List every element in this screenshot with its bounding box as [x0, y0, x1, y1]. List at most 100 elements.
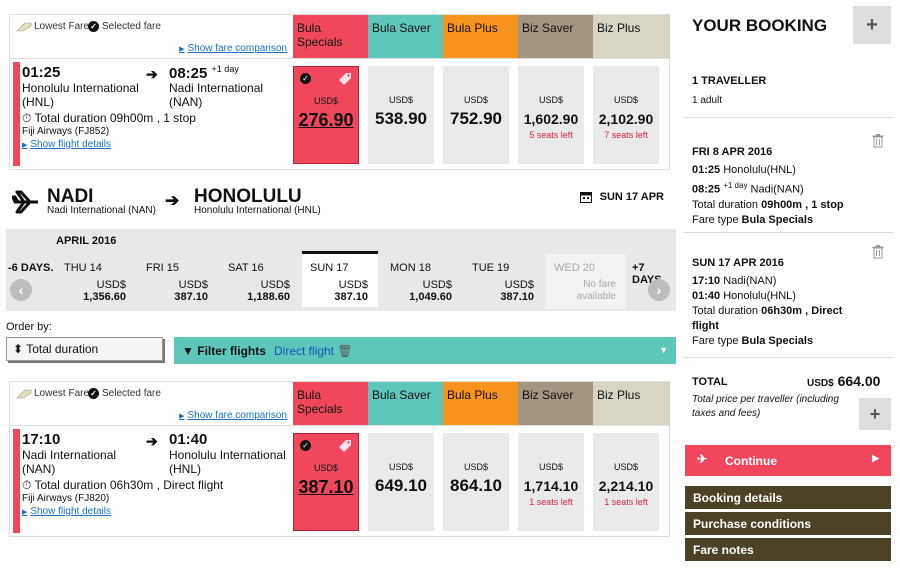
date-cell-fri-15[interactable]: FRI 15 USD$ 387.10	[138, 254, 218, 309]
booking-details-button[interactable]: Booking details	[685, 486, 891, 509]
date-cell-tue-19[interactable]: TUE 19 USD$ 387.10	[464, 254, 544, 309]
trash-icon[interactable]	[872, 245, 884, 262]
price-bula-specials[interactable]: ✓ USD$ 387.10	[293, 433, 359, 531]
airline: Fiji Airways (FJ852)	[22, 126, 110, 137]
destination-city: HONOLULU	[194, 186, 302, 207]
arrival-time-value: 08:25	[169, 65, 208, 82]
trash-icon[interactable]: 🗑	[337, 344, 353, 358]
leg1-duration: 09h00m , 1 stop	[761, 198, 844, 211]
price-amount: 276.90	[298, 110, 354, 130]
fare-col-bula-plus[interactable]: Bula Plus	[443, 15, 518, 59]
arrival-airport: Nadi International (NAN)	[169, 81, 263, 109]
date-currency: USD$	[338, 279, 368, 291]
date-price: 387.10	[174, 291, 208, 303]
fare-col-biz-plus[interactable]: Biz Plus	[593, 382, 670, 426]
fare-col-bula-plus[interactable]: Bula Plus	[443, 382, 518, 426]
price-biz-plus[interactable]: USD$ 2,102.90 7 seats left	[593, 66, 659, 164]
inbound-flight-row[interactable]: 17:10 ➔ 01:40 Nadi International (NAN) H…	[9, 425, 670, 537]
price-bula-saver[interactable]: USD$ 649.10	[368, 433, 434, 531]
filter-flights-bar[interactable]: ▼ Filter flights Direct flight 🗑 ▼	[174, 337, 676, 364]
date-price: 1,049.60	[409, 291, 452, 303]
date-price: 387.10	[500, 291, 534, 303]
fare-notes-button[interactable]: Fare notes	[685, 538, 891, 561]
price-bula-plus[interactable]: USD$ 752.90	[443, 66, 509, 164]
legend-selected-label: Selected fare	[102, 388, 161, 399]
chevron-right-icon[interactable]: ›	[648, 279, 670, 301]
purchase-conditions-button[interactable]: Purchase conditions	[685, 512, 891, 535]
departure-airport: Nadi International (NAN)	[22, 448, 116, 476]
continue-button[interactable]: ✈ Continue ▶	[685, 445, 891, 476]
leg1-date: FRI 8 APR 2016	[692, 146, 773, 158]
arrival-airport-name: Honolulu International	[169, 448, 286, 462]
leg1-fare: Bula Specials	[741, 213, 814, 226]
triangle-right-icon: ▶	[179, 413, 185, 420]
fare-col-biz-saver[interactable]: Biz Saver	[518, 382, 593, 426]
trash-icon[interactable]	[872, 134, 884, 151]
divider	[683, 357, 894, 358]
price-currency: USD$	[463, 462, 488, 472]
add-traveller-button[interactable]: +	[859, 398, 891, 430]
leg1-details: 01:25 Honolulu(HNL) 08:25 +1 day Nadi(NA…	[692, 163, 844, 228]
legend-selected: ✓ Selected fare	[88, 388, 161, 399]
price-currency: USD$	[613, 95, 638, 105]
show-fare-comparison-link[interactable]: ▶ Show fare comparison	[179, 43, 287, 54]
chevron-down-icon[interactable]: ▼	[659, 345, 668, 355]
arrival-airport-code: (HNL)	[169, 462, 201, 476]
legend-lowest: Lowest Fares	[16, 21, 94, 32]
date-price: 1,188.60	[247, 291, 290, 303]
leg2-date: SUN 17 APR 2016	[692, 257, 784, 269]
show-flight-details-link[interactable]: ▶ Show flight details	[22, 506, 111, 517]
price-biz-saver[interactable]: USD$ 1,714.10 1 seats left	[518, 433, 584, 531]
price-amount: 2,214.10	[598, 478, 654, 494]
fare-col-bula-saver[interactable]: Bula Saver	[368, 15, 443, 59]
date-cell-thu-14[interactable]: THU 14 USD$ 1,356.60	[56, 254, 136, 309]
date-label: WED 20	[554, 262, 595, 274]
price-bula-saver[interactable]: USD$ 538.90	[368, 66, 434, 164]
legend-lowest: Lowest Fares	[16, 388, 94, 399]
fare-col-bula-specials[interactable]: Bula Specials	[293, 382, 368, 426]
fare-col-bula-saver[interactable]: Bula Saver	[368, 382, 443, 426]
chevron-right-icon: ▶	[872, 453, 879, 463]
price-biz-saver[interactable]: USD$ 1,602.90 5 seats left	[518, 66, 584, 164]
price-biz-plus[interactable]: USD$ 2,214.10 1 seats left	[593, 433, 659, 531]
return-route-header: NADI Nadi International (NAN) ➔ HONOLULU…	[9, 183, 670, 221]
chevron-left-icon[interactable]: ‹	[10, 279, 32, 301]
date-cell-sun-17[interactable]: SUN 17 USD$ 387.10	[302, 251, 378, 307]
order-by-select[interactable]: ⬍ Total duration	[6, 337, 163, 361]
total-label: TOTAL	[692, 376, 728, 388]
fare-col-biz-saver[interactable]: Biz Saver	[518, 15, 593, 59]
filter-chip-direct[interactable]: Direct flight 🗑	[274, 344, 353, 358]
stopwatch-icon: ⏱	[22, 111, 32, 125]
seats-left: 1 seats left	[604, 497, 648, 507]
legend-lowest-label: Lowest Fares	[34, 21, 95, 32]
price-currency: USD$	[613, 462, 638, 472]
fare-col-biz-plus[interactable]: Biz Plus	[593, 15, 670, 59]
date-currency: USD$	[504, 279, 534, 291]
prev-days-button[interactable]: -6 DAYS.	[8, 262, 54, 274]
fare-col-bula-specials[interactable]: Bula Specials	[293, 15, 368, 59]
show-fare-comparison-link[interactable]: ▶ Show fare comparison	[179, 410, 287, 421]
legend-selected: ✓ Selected fare	[88, 21, 161, 32]
price-currency: USD$	[313, 96, 338, 106]
date-label: MON 18	[390, 262, 431, 274]
price-bula-specials[interactable]: ✓ USD$ 276.90	[293, 66, 359, 164]
outbound-flight-row[interactable]: 01:25 ➔ 08:25 +1 day Honolulu Internatio…	[9, 58, 670, 170]
arrival-airport: Honolulu International (HNL)	[169, 448, 286, 476]
date-cell-sat-16[interactable]: SAT 16 USD$ 1,188.60	[220, 254, 300, 309]
departure-airport-code: (NAN)	[22, 462, 56, 476]
sort-icon: ⬍	[13, 342, 24, 356]
filter-flights-label: ▼ Filter flights	[182, 344, 266, 358]
date-label: THU 14	[64, 262, 102, 274]
total-duration-text: Total duration 09h00m , 1 stop	[34, 111, 196, 125]
date-price: 1,356.60	[83, 291, 126, 303]
origin-airport: Nadi International (NAN)	[47, 205, 156, 216]
show-flight-details-link[interactable]: ▶ Show flight details	[22, 139, 111, 150]
outbound-fare-header: Lowest Fares ✓ Selected fare ▶ Show fare …	[9, 14, 670, 59]
date-cell-mon-18[interactable]: MON 18 USD$ 1,049.60	[382, 254, 462, 309]
fare-legend: Lowest Fares ✓ Selected fare ▶ Show fare …	[10, 15, 290, 59]
arrival-airport-name: Nadi International	[169, 81, 264, 95]
expand-booking-button[interactable]: +	[853, 6, 891, 44]
date-currency: USD$	[178, 279, 208, 291]
price-bula-plus[interactable]: USD$ 864.10	[443, 433, 509, 531]
plane-icon: ✈	[697, 452, 708, 466]
